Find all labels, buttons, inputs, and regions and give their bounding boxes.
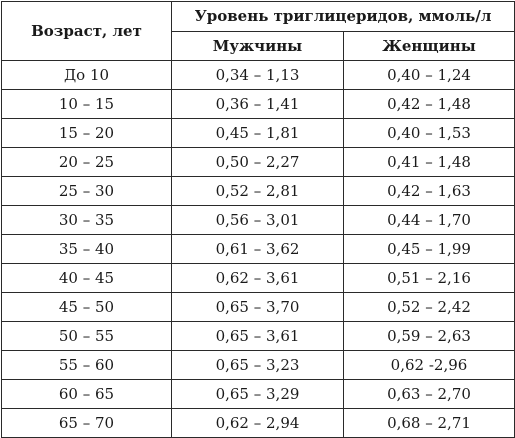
women-range-cell: 0,44 – 1,70	[343, 205, 515, 235]
men-column-header: Мужчины	[171, 30, 344, 61]
table-row: 65 – 70 0,62 – 2,94 0,68 – 2,71	[1, 408, 515, 438]
women-range-cell: 0,45 – 1,99	[343, 234, 515, 264]
age-cell: 10 – 15	[1, 89, 172, 119]
table-row: 55 – 60 0,65 – 3,23 0,62 -2,96	[1, 350, 515, 380]
table-row: 40 – 45 0,62 – 3,61 0,51 – 2,16	[1, 263, 515, 293]
table-row: 10 – 15 0,36 – 1,41 0,42 – 1,48	[1, 89, 515, 119]
age-cell: 40 – 45	[1, 263, 172, 293]
women-range-cell: 0,41 – 1,48	[343, 147, 515, 177]
women-range-cell: 0,62 -2,96	[343, 350, 515, 380]
age-cell: 45 – 50	[1, 292, 172, 322]
men-range-cell: 0,62 – 2,94	[171, 408, 344, 438]
age-cell: 60 – 65	[1, 379, 172, 409]
age-cell: 20 – 25	[1, 147, 172, 177]
men-range-cell: 0,52 – 2,81	[171, 176, 344, 206]
table-row: 20 – 25 0,50 – 2,27 0,41 – 1,48	[1, 147, 515, 177]
men-range-cell: 0,65 – 3,70	[171, 292, 344, 322]
age-column-header: Возраст, лет	[1, 1, 172, 61]
women-column-header: Женщины	[343, 30, 515, 61]
men-range-cell: 0,34 – 1,13	[171, 60, 344, 90]
age-cell: 30 – 35	[1, 205, 172, 235]
women-range-cell: 0,59 – 2,63	[343, 321, 515, 351]
women-range-cell: 0,63 – 2,70	[343, 379, 515, 409]
age-cell: До 10	[1, 60, 172, 90]
table-row: 45 – 50 0,65 – 3,70 0,52 – 2,42	[1, 292, 515, 322]
women-range-cell: 0,51 – 2,16	[343, 263, 515, 293]
men-range-cell: 0,56 – 3,01	[171, 205, 344, 235]
header-row-top: Возраст, лет Уровень триглицеридов, ммол…	[1, 1, 515, 61]
men-range-cell: 0,61 – 3,62	[171, 234, 344, 264]
men-range-cell: 0,50 – 2,27	[171, 147, 344, 177]
table-row: 35 – 40 0,61 – 3,62 0,45 – 1,99	[1, 234, 515, 264]
header-row-sub: Мужчины Женщины	[2, 30, 515, 61]
table-row: 15 – 20 0,45 – 1,81 0,40 – 1,53	[1, 118, 515, 148]
men-range-cell: 0,62 – 3,61	[171, 263, 344, 293]
age-cell: 55 – 60	[1, 350, 172, 380]
table-row: 60 – 65 0,65 – 3,29 0,63 – 2,70	[1, 379, 515, 409]
table-row: 25 – 30 0,52 – 2,81 0,42 – 1,63	[1, 176, 515, 206]
men-range-cell: 0,65 – 3,23	[171, 350, 344, 380]
triglyceride-level-header: Уровень триглицеридов, ммоль/л	[171, 1, 515, 32]
men-range-cell: 0,65 – 3,29	[171, 379, 344, 409]
table-row: До 10 0,34 – 1,13 0,40 – 1,24	[1, 60, 515, 90]
table-row: 30 – 35 0,56 – 3,01 0,44 – 1,70	[1, 205, 515, 235]
age-cell: 65 – 70	[1, 408, 172, 438]
age-cell: 25 – 30	[1, 176, 172, 206]
women-range-cell: 0,52 – 2,42	[343, 292, 515, 322]
women-range-cell: 0,68 – 2,71	[343, 408, 515, 438]
men-range-cell: 0,65 – 3,61	[171, 321, 344, 351]
table-row: 50 – 55 0,65 – 3,61 0,59 – 2,63	[1, 321, 515, 351]
women-range-cell: 0,42 – 1,63	[343, 176, 515, 206]
age-cell: 15 – 20	[1, 118, 172, 148]
women-range-cell: 0,40 – 1,53	[343, 118, 515, 148]
age-cell: 35 – 40	[1, 234, 172, 264]
women-range-cell: 0,40 – 1,24	[343, 60, 515, 90]
men-range-cell: 0,36 – 1,41	[171, 89, 344, 119]
women-range-cell: 0,42 – 1,48	[343, 89, 515, 119]
age-cell: 50 – 55	[1, 321, 172, 351]
men-range-cell: 0,45 – 1,81	[171, 118, 344, 148]
